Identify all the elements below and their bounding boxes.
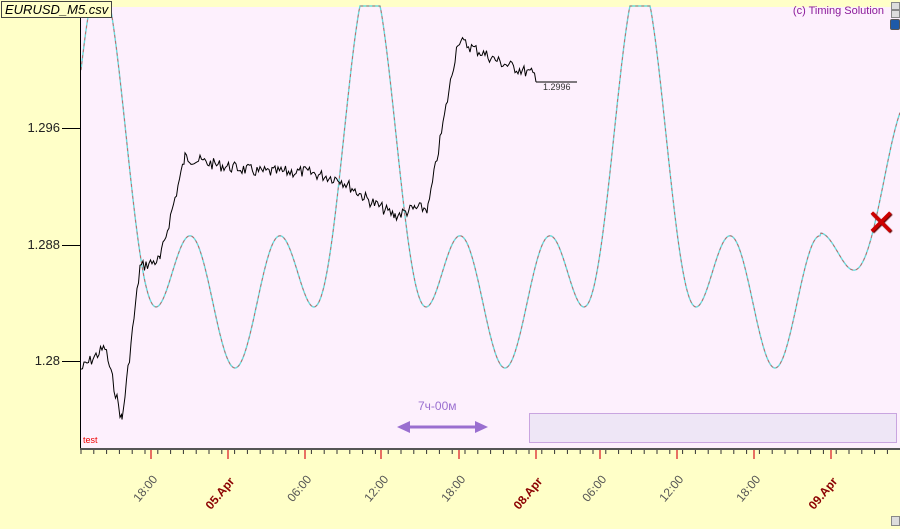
x-axis-line: [80, 448, 900, 450]
forecast-region-box: [529, 413, 897, 443]
plot-area[interactable]: [81, 7, 900, 448]
scroll-up-icon[interactable]: [891, 2, 900, 10]
copyright-label: (c) Timing Solution: [792, 5, 884, 17]
last-price-label: 1.2996: [543, 82, 571, 92]
y-tick-label: 1.288: [27, 237, 60, 252]
top-band: [81, 0, 900, 7]
close-x-icon[interactable]: ✕: [866, 202, 897, 243]
y-tick-mark: [62, 245, 80, 246]
duration-arrow: [397, 421, 488, 433]
y-tick-label: 1.28: [34, 353, 60, 368]
y-tick-mark: [62, 361, 80, 362]
scroll-corner-icon[interactable]: [891, 516, 900, 526]
file-name-label[interactable]: EURUSD_M5.csv: [1, 1, 113, 18]
y-tick-mark: [62, 128, 80, 129]
scroll-down-icon[interactable]: [891, 10, 900, 18]
model-label: test: [83, 435, 98, 445]
duration-label: 7ч-00м: [418, 399, 457, 413]
y-axis-line: [80, 7, 81, 449]
price-line: [80, 36, 537, 420]
globe-icon[interactable]: [890, 19, 900, 30]
projection-line: [80, 5, 900, 369]
y-tick-label: 1.296: [27, 120, 60, 135]
